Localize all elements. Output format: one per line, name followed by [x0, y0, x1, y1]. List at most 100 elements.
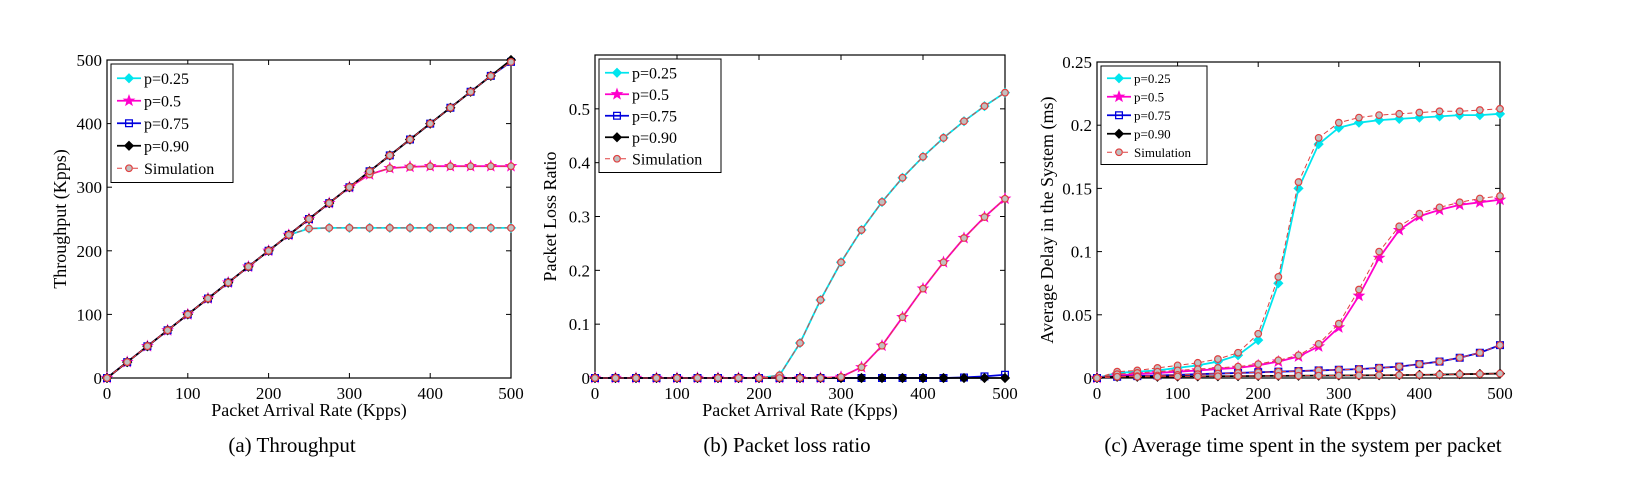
legend-swatch-marker: [123, 140, 135, 151]
series-line: [106, 165, 511, 379]
data-point: [1193, 358, 1202, 367]
data-point: [1273, 278, 1284, 289]
y-tick-label: 200: [77, 242, 103, 261]
data-point: [406, 162, 414, 171]
legend-swatch-marker: [1115, 148, 1123, 157]
data-point: [1093, 374, 1101, 382]
data-point: [446, 162, 455, 171]
series-line: [106, 226, 511, 379]
legend-label: p=0.75: [632, 108, 677, 125]
data-point: [1153, 372, 1162, 381]
data-point: [1496, 369, 1504, 378]
series-simulation: [103, 162, 515, 382]
data-point: [1352, 289, 1366, 302]
panel-caption: (b) Packet loss ratio: [703, 433, 870, 457]
data-point: [1193, 372, 1202, 381]
series-simulation: [103, 58, 515, 382]
legend-swatch-marker: [611, 132, 623, 143]
series-simulation: [103, 224, 515, 382]
x-axis-label: Packet Arrival Rate (Kpps): [1201, 400, 1396, 421]
panel-caption: (a) Throughput: [228, 433, 355, 457]
x-tick-label: 500: [992, 384, 1018, 403]
data-point: [919, 152, 927, 161]
legend-label: p=0.75: [144, 116, 189, 133]
data-point: [486, 224, 495, 232]
x-tick-label: 100: [1165, 384, 1191, 403]
data-point: [917, 372, 929, 384]
data-point: [1213, 355, 1222, 363]
data-point: [1213, 372, 1222, 381]
data-point: [1455, 353, 1464, 362]
data-point: [466, 162, 475, 171]
legend-label: p=0.90: [144, 138, 189, 155]
data-point: [1113, 372, 1122, 381]
x-tick-label: 300: [337, 384, 363, 403]
series-line: [595, 198, 1006, 379]
x-tick-label: 200: [256, 384, 282, 403]
data-point: [1314, 371, 1323, 380]
x-tick-label: 400: [417, 384, 443, 403]
data-point: [1415, 108, 1424, 117]
data-point: [1496, 104, 1504, 113]
x-axis-label: Packet Arrival Rate (Kpps): [702, 400, 897, 421]
data-point: [1274, 371, 1283, 380]
y-tick-label: 0.25: [1062, 53, 1092, 72]
data-point: [345, 183, 354, 192]
data-point: [796, 339, 804, 347]
series-simulation: [591, 194, 1009, 382]
series-line: [106, 165, 511, 379]
data-point: [1355, 285, 1363, 294]
data-point: [385, 224, 394, 232]
data-point: [305, 224, 313, 233]
data-point: [486, 162, 495, 171]
data-point: [1234, 362, 1242, 371]
x-tick-label: 0: [591, 384, 600, 403]
y-tick-label: 0.2: [1071, 116, 1092, 135]
data-point: [1415, 360, 1424, 368]
legend-swatch-marker: [612, 111, 622, 120]
y-tick-label: 0.1: [569, 315, 590, 334]
data-point: [446, 224, 455, 232]
data-point: [1395, 371, 1404, 379]
data-point: [365, 224, 374, 232]
x-axis-label: Packet Arrival Rate (Kpps): [211, 400, 406, 421]
data-point: [878, 198, 886, 206]
data-point: [204, 294, 212, 303]
data-point: [878, 341, 886, 350]
data-point: [507, 224, 515, 232]
panel-caption: (c) Average time spent in the system per…: [1104, 433, 1501, 457]
x-tick-label: 200: [746, 384, 772, 403]
legend-label: p=0.25: [1134, 71, 1171, 86]
series-line: [106, 227, 511, 379]
data-point: [244, 262, 253, 271]
series-p025: [101, 222, 517, 384]
data-point: [611, 374, 620, 382]
data-point: [426, 224, 435, 232]
series-simulation: [1093, 192, 1504, 382]
data-point: [898, 313, 907, 322]
data-point: [1294, 371, 1303, 380]
data-point: [837, 373, 845, 381]
data-point: [264, 246, 273, 255]
data-point: [632, 374, 640, 382]
data-point: [224, 278, 233, 287]
y-tick-label: 0: [94, 369, 103, 388]
data-point: [507, 162, 515, 171]
data-point: [1475, 370, 1484, 378]
data-point: [143, 342, 152, 351]
data-point: [1294, 178, 1303, 186]
data-point: [1455, 107, 1464, 116]
legend: p=0.25 p=0.5 p=0.75 p=0.90 Simulation: [598, 58, 722, 173]
data-point: [1234, 348, 1242, 357]
data-point: [1254, 360, 1263, 368]
legend-swatch-marker: [124, 119, 134, 128]
data-point: [1334, 371, 1343, 380]
legend-label: p=0.90: [632, 130, 677, 147]
data-point: [693, 374, 702, 382]
data-point: [652, 374, 661, 382]
data-point: [979, 372, 990, 384]
x-tick-label: 300: [1326, 384, 1352, 403]
plot-frame: [106, 59, 512, 379]
x-tick-label: 400: [1407, 384, 1433, 403]
